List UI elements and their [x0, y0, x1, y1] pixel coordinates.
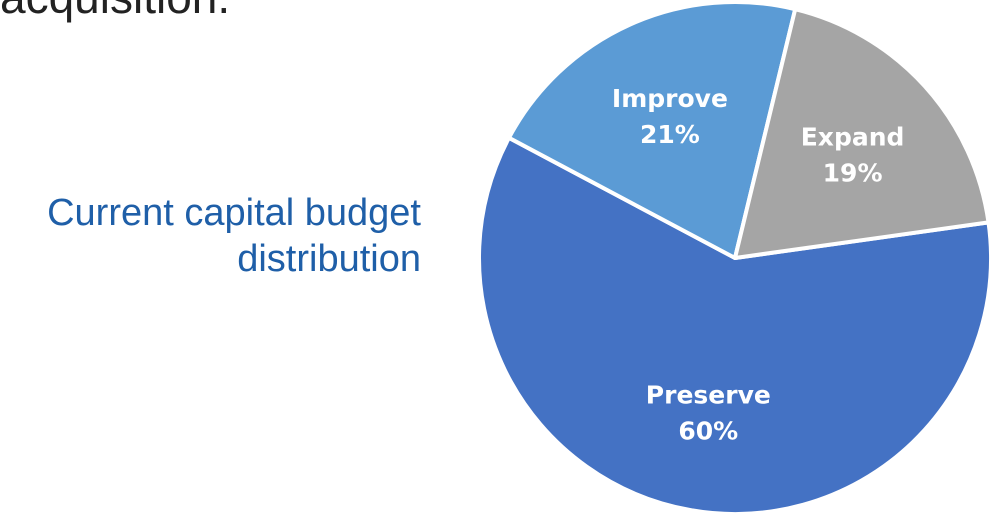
slice-value-preserve: 60% [678, 416, 738, 445]
pie-slice-expand [733, 7, 991, 260]
slice-value-improve: 21% [640, 120, 700, 149]
pie-caption: Current capital budget distribution [47, 190, 421, 282]
slice-label-preserve: Preserve [646, 380, 771, 409]
slice-label-expand: Expand [801, 122, 905, 151]
caption-line-2: distribution [237, 238, 421, 280]
slice-label-improve: Improve [612, 84, 728, 113]
slide-heading-fragment: acquisition. [0, 0, 230, 24]
caption-line-1: Current capital budget [47, 192, 421, 234]
pie-slice-improve [506, 0, 798, 260]
pie-slice-preserve [477, 135, 993, 516]
slice-value-expand: 19% [823, 158, 883, 187]
